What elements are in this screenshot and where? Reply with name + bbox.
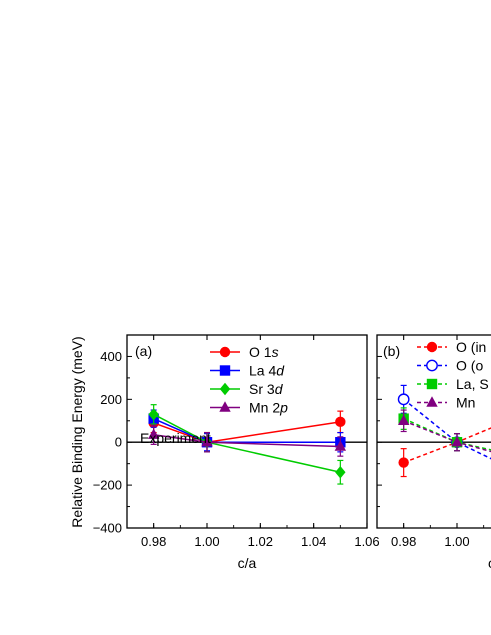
legend-entry: Mn 2p	[210, 400, 288, 416]
panel-a-annotation: Experiment	[140, 430, 211, 446]
legend-entry: O 1s	[210, 344, 279, 360]
legend-entry: O (o	[417, 358, 483, 374]
data-point	[334, 440, 347, 451]
data-point	[147, 428, 160, 439]
legend-label: Mn	[456, 395, 475, 411]
data-point	[335, 466, 346, 479]
series-1	[397, 384, 491, 460]
x-tick-label: 1.00	[444, 534, 469, 549]
legend-entry: O (in	[417, 339, 486, 355]
legend-marker	[219, 365, 231, 376]
x-tick-label: 1.02	[248, 534, 273, 549]
y-tick-label: 200	[100, 392, 122, 407]
legend-label-suffix: d	[276, 363, 285, 379]
legend-marker	[219, 382, 231, 396]
panel-b-frame	[376, 334, 491, 529]
legend-marker	[426, 341, 438, 353]
series-3	[147, 424, 347, 457]
data-point	[335, 416, 346, 428]
legend-marker	[426, 359, 438, 372]
panel-b-label: (b)	[383, 343, 400, 359]
data-point	[398, 457, 409, 468]
panel-a-xlabel: c/a	[238, 555, 257, 571]
legend-entry: Mn	[417, 395, 475, 411]
panel-b: 0.98 1.00 (b) c O (in O (o La, S Mn	[376, 334, 491, 571]
data-point	[148, 408, 159, 421]
panel-a-ylabel: Relative Binding Energy (meV)	[69, 336, 85, 527]
legend-entry: Sr 3d	[210, 381, 284, 397]
legend-label: O (o	[456, 358, 483, 374]
legend-marker	[219, 401, 231, 412]
x-tick-label: 1.06	[354, 534, 379, 549]
legend-marker	[426, 396, 438, 407]
y-tick-label: −400	[93, 521, 122, 536]
legend-label: O (in	[456, 339, 486, 355]
legend-marker	[426, 378, 438, 390]
legend-label: La 4d	[249, 363, 285, 379]
y-tick-label: 0	[115, 435, 122, 450]
x-tick-label: 0.98	[391, 534, 416, 549]
panel-a-frame	[126, 334, 368, 529]
series-line	[403, 420, 491, 453]
legend-label: Sr 3d	[249, 381, 284, 397]
legend-marker	[219, 346, 231, 358]
data-point	[201, 436, 213, 447]
y-tick-label: −200	[93, 478, 122, 493]
panel-a-legend: O 1s La 4d Sr 3d Mn 2p	[210, 344, 288, 416]
legend-entry: La, S	[417, 376, 489, 392]
y-tick-label: 400	[100, 349, 122, 364]
panel-b-plot-area	[397, 384, 491, 478]
panel-a-label: (a)	[135, 343, 152, 359]
legend-label: La, S	[456, 376, 489, 392]
panel-a-ticks: 0.98 1.00 1.02 1.04 1.06 −400 −200 0 200 400	[93, 334, 380, 549]
data-point	[397, 393, 410, 406]
x-tick-label: 0.98	[141, 534, 166, 549]
legend-label: Mn 2p	[249, 400, 288, 416]
legend-label-suffix: p	[279, 400, 288, 416]
data-point	[397, 414, 410, 425]
panel-b-legend: O (in O (o La, S Mn	[417, 339, 489, 411]
legend-entry: La 4d	[210, 363, 285, 379]
legend-label-suffix: s	[272, 344, 279, 360]
panel-b-xlabel: c	[488, 555, 491, 571]
x-tick-label: 1.04	[301, 534, 326, 549]
x-tick-label: 1.00	[194, 534, 219, 549]
series-0	[398, 427, 491, 478]
legend-label-suffix: d	[275, 381, 284, 397]
legend-label: O 1s	[249, 344, 279, 360]
panel-a-plot-area	[147, 404, 347, 485]
series-3	[397, 409, 491, 453]
data-point	[451, 436, 463, 447]
series-line	[403, 398, 491, 460]
